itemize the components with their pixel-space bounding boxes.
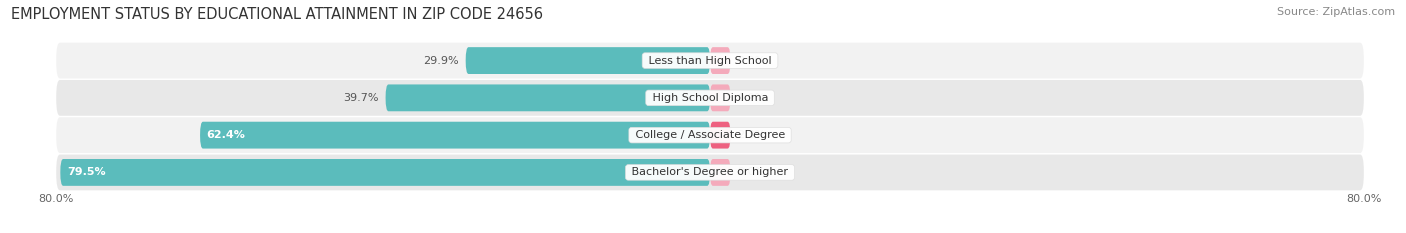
Text: Bachelor's Degree or higher: Bachelor's Degree or higher — [628, 168, 792, 177]
FancyBboxPatch shape — [56, 43, 1364, 79]
Text: 39.7%: 39.7% — [343, 93, 380, 103]
FancyBboxPatch shape — [56, 117, 1364, 153]
Text: 62.4%: 62.4% — [207, 130, 246, 140]
FancyBboxPatch shape — [710, 159, 731, 186]
Text: 79.5%: 79.5% — [67, 168, 105, 177]
FancyBboxPatch shape — [56, 80, 1364, 116]
FancyBboxPatch shape — [60, 159, 710, 186]
FancyBboxPatch shape — [710, 47, 731, 74]
Text: 0.0%: 0.0% — [737, 168, 765, 177]
FancyBboxPatch shape — [465, 47, 710, 74]
Text: Less than High School: Less than High School — [645, 56, 775, 65]
Text: 2.3%: 2.3% — [737, 130, 765, 140]
Text: EMPLOYMENT STATUS BY EDUCATIONAL ATTAINMENT IN ZIP CODE 24656: EMPLOYMENT STATUS BY EDUCATIONAL ATTAINM… — [11, 7, 543, 22]
Text: Source: ZipAtlas.com: Source: ZipAtlas.com — [1277, 7, 1395, 17]
Text: College / Associate Degree: College / Associate Degree — [631, 130, 789, 140]
FancyBboxPatch shape — [710, 84, 731, 111]
Text: High School Diploma: High School Diploma — [648, 93, 772, 103]
FancyBboxPatch shape — [710, 122, 731, 149]
FancyBboxPatch shape — [56, 154, 1364, 190]
Text: 0.0%: 0.0% — [737, 56, 765, 65]
FancyBboxPatch shape — [200, 122, 710, 149]
Text: 29.9%: 29.9% — [423, 56, 460, 65]
FancyBboxPatch shape — [385, 84, 710, 111]
Text: 0.0%: 0.0% — [737, 93, 765, 103]
